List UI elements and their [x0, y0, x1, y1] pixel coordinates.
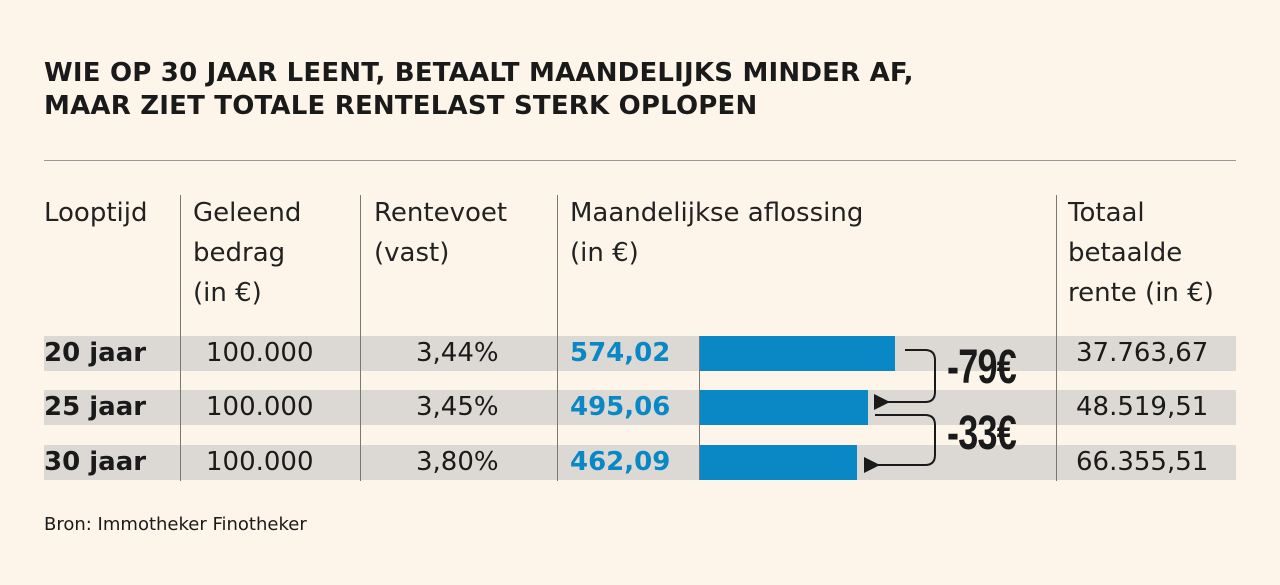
header-looptijd: Looptijd	[44, 198, 148, 228]
title-line-1: WIE OP 30 JAAR LEENT, BETAALT MAANDELIJK…	[44, 58, 914, 88]
column-divider	[180, 195, 181, 481]
difference-label-2: -33€	[947, 407, 1017, 460]
chart-title: WIE OP 30 JAAR LEENT, BETAALT MAANDELIJK…	[44, 57, 914, 123]
totaal-cell: 66.355,51	[1076, 447, 1209, 477]
divider	[44, 160, 1236, 161]
table-row	[44, 445, 1236, 480]
rentevoet-cell: 3,44%	[416, 338, 499, 368]
table-row	[44, 390, 1236, 425]
column-divider	[1056, 195, 1057, 481]
aflossing-value: 574,02	[570, 338, 671, 368]
looptijd-cell: 20 jaar	[44, 338, 147, 368]
title-line-2: MAAR ZIET TOTALE RENTELAST STERK OPLOPEN	[44, 91, 758, 121]
difference-label-1: -79€	[947, 341, 1017, 394]
header-totaal: Totaal betaalde rente (in €)	[1068, 198, 1214, 308]
table-row	[44, 336, 1236, 371]
header-geleend: Geleend bedrag (in €)	[193, 198, 302, 308]
looptijd-cell: 25 jaar	[44, 392, 147, 422]
aflossing-bar	[699, 336, 896, 371]
aflossing-bar	[699, 390, 869, 425]
header-aflossing: Maandelijkse aflossing (in €)	[570, 198, 864, 268]
bedrag-cell: 100.000	[206, 447, 314, 477]
arrow-20-to-25	[874, 349, 936, 410]
aflossing-value: 495,06	[570, 392, 671, 422]
totaal-cell: 37.763,67	[1076, 338, 1209, 368]
rentevoet-cell: 3,80%	[416, 447, 499, 477]
bar-axis	[699, 336, 700, 480]
bedrag-cell: 100.000	[206, 338, 314, 368]
source: Bron: Immotheker Finotheker	[44, 514, 307, 535]
column-divider	[557, 195, 558, 481]
bedrag-cell: 100.000	[206, 392, 314, 422]
header-rentevoet: Rentevoet (vast)	[374, 198, 508, 268]
looptijd-cell: 30 jaar	[44, 447, 147, 477]
arrow-25-to-30	[864, 414, 936, 473]
aflossing-bar	[699, 445, 857, 480]
aflossing-value: 462,09	[570, 447, 671, 477]
column-divider	[360, 195, 361, 481]
rentevoet-cell: 3,45%	[416, 392, 499, 422]
totaal-cell: 48.519,51	[1076, 392, 1209, 422]
